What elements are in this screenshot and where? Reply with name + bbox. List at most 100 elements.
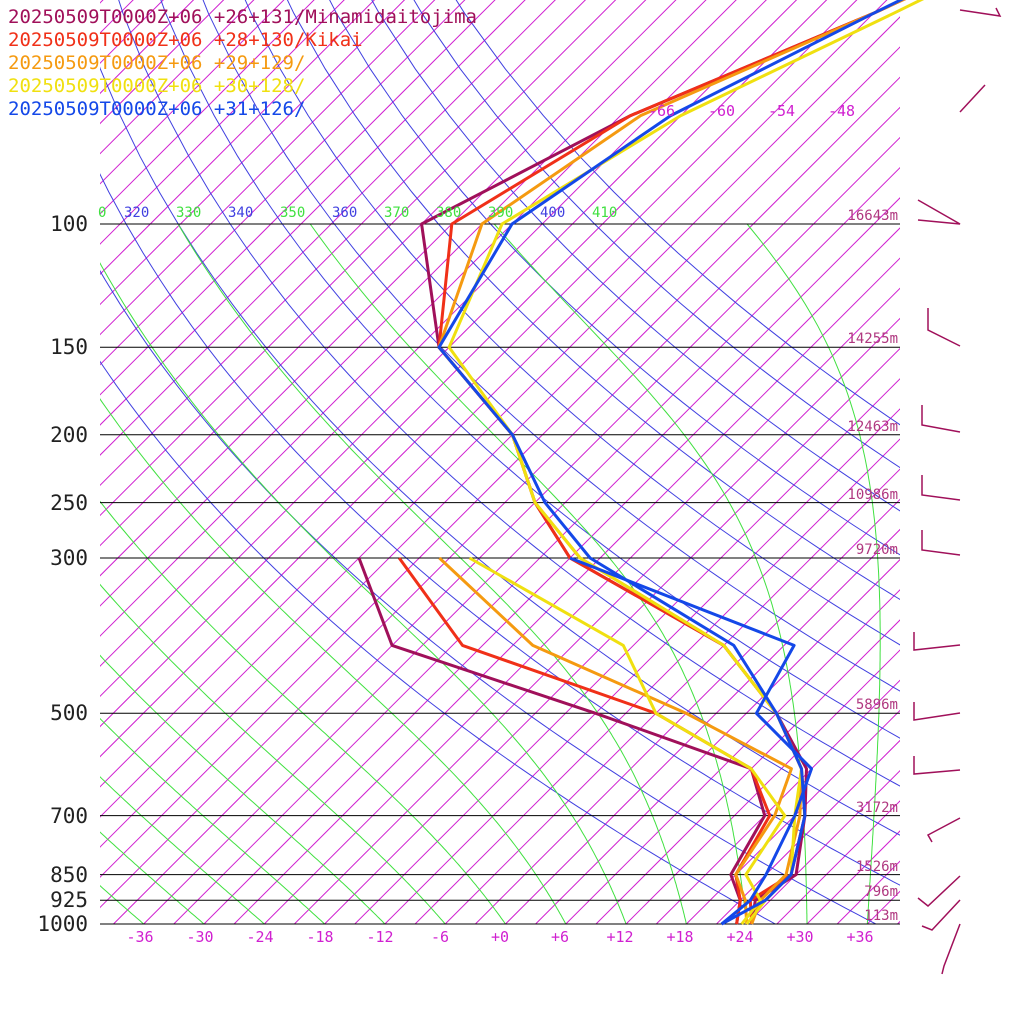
isotherm-line — [100, 0, 888, 788]
isotherm-line — [100, 0, 737, 637]
isotherm-line — [100, 0, 195, 95]
dry-adiabat-line — [160, 0, 900, 739]
isotherm-line — [100, 0, 647, 547]
pressure-label: 500 — [50, 701, 88, 726]
isotherm-line — [100, 0, 104, 4]
dewpoint-profile-line — [468, 556, 787, 925]
isotherm-line — [100, 0, 858, 758]
theta-label: 410 — [592, 205, 618, 221]
temperature-tick-label: +12 — [606, 928, 634, 946]
isotherm-line — [354, 378, 900, 924]
dewpoint-profile-line — [438, 556, 793, 925]
isotherm-line — [100, 16, 900, 818]
wind-barb — [926, 817, 961, 843]
theta-label: 400 — [540, 205, 566, 221]
legend-entry: 20250509T0000Z+06 +28+130/Kikai — [8, 29, 363, 51]
dry-adiabat-line — [100, 269, 877, 924]
theta-label: 320 — [124, 205, 150, 221]
isotherm-line — [655, 679, 900, 924]
pressure-label: 200 — [50, 422, 88, 447]
isotherm-line — [836, 860, 900, 924]
wind-barb — [959, 7, 1002, 17]
isotherm-line — [100, 0, 677, 577]
isotherm-line — [0, 0, 64, 924]
isotherm-line — [100, 76, 900, 878]
pressure-label: 150 — [50, 335, 88, 360]
wind-barb — [913, 702, 961, 721]
height-label: 3172m — [855, 799, 898, 816]
legend-entry: 20250509T0000Z+06 +30+128/ — [8, 75, 306, 97]
theta-label: 340 — [228, 205, 254, 221]
wind-barb — [921, 475, 961, 501]
isotherm-line — [100, 0, 315, 215]
wind-barb — [917, 875, 961, 907]
legend: 20250509T0000Z+06 +26+131/Minamidaitojim… — [8, 6, 477, 121]
isotherm-line — [505, 528, 900, 924]
isotherm-line — [100, 0, 767, 667]
isotherm-line — [113, 136, 900, 924]
dry-adiabat-line — [286, 0, 900, 601]
isotherm-line — [444, 468, 900, 924]
isotherm-line — [100, 0, 617, 517]
wind-barb — [927, 308, 961, 347]
height-label: 796m — [864, 884, 898, 901]
dry-adiabat-line — [455, 0, 900, 426]
pressure-label: 100 — [50, 212, 88, 236]
mixing-ratio-label: -54 — [768, 102, 796, 120]
temperature-profile-line — [437, 0, 904, 926]
moist-adiabat-line — [309, 223, 748, 924]
mixing-ratio-label: -66 — [648, 102, 676, 120]
temperature-tick-label: +0 — [490, 928, 510, 946]
isotherm-line — [414, 438, 900, 924]
isotherm-line — [565, 589, 900, 924]
isotherm-line — [0, 0, 124, 924]
temperature-tick-label: +36 — [846, 928, 874, 946]
dewpoint-profile-line — [397, 557, 772, 925]
legend-entry: 20250509T0000Z+06 +26+131/Minamidaitojim… — [8, 6, 477, 28]
height-label: 1526m — [855, 858, 898, 875]
isotherm-line — [475, 498, 900, 924]
wind-barb — [921, 405, 961, 433]
isotherm-line — [100, 0, 436, 336]
moist-adiabat-line — [493, 223, 808, 924]
isotherm-line — [0, 0, 185, 924]
wind-barbs — [913, 7, 1002, 975]
isotherm-line — [100, 0, 798, 698]
isotherm-line — [100, 0, 375, 275]
isotherm-line — [746, 769, 900, 924]
legend-entry: 20250509T0000Z+06 +29+129/ — [8, 52, 306, 74]
profile-lines — [357, 0, 925, 926]
wind-barb — [921, 899, 961, 931]
temperature-tick-label: -30 — [186, 928, 214, 946]
dry-adiabat-line — [100, 360, 776, 924]
dry-adiabat-line — [118, 0, 900, 787]
pressure-label: 250 — [50, 490, 88, 515]
pressure-label: 850 — [50, 862, 88, 887]
isotherm-line — [100, 0, 707, 607]
theta-label: 390 — [488, 205, 514, 221]
isotherm-line — [294, 317, 900, 924]
isotherm-line — [806, 830, 900, 924]
isotherm-line — [0, 0, 215, 924]
theta-label: 380 — [436, 205, 462, 221]
isotherm-line — [595, 619, 900, 924]
isotherm-line — [384, 408, 900, 924]
theta-label: 0 — [98, 205, 107, 221]
height-label: 10986m — [847, 486, 898, 503]
isotherm-line — [100, 0, 556, 456]
temperature-tick-label: +6 — [550, 928, 570, 946]
dewpoint-profile-line — [569, 556, 813, 926]
theta-label: 360 — [332, 205, 358, 221]
pressure-label: 925 — [50, 888, 88, 913]
dry-adiabat-line — [202, 0, 900, 692]
temperature-profile-line — [447, 0, 925, 925]
pressure-label: 1000 — [37, 912, 88, 936]
isotherm-line — [0, 0, 94, 924]
isotherm-line — [100, 46, 900, 848]
isotherm-line — [100, 0, 285, 185]
wind-barb — [917, 199, 961, 225]
isotherm-line — [100, 0, 345, 245]
isotherm-line — [173, 197, 900, 924]
chart-background-lines — [0, 0, 900, 924]
